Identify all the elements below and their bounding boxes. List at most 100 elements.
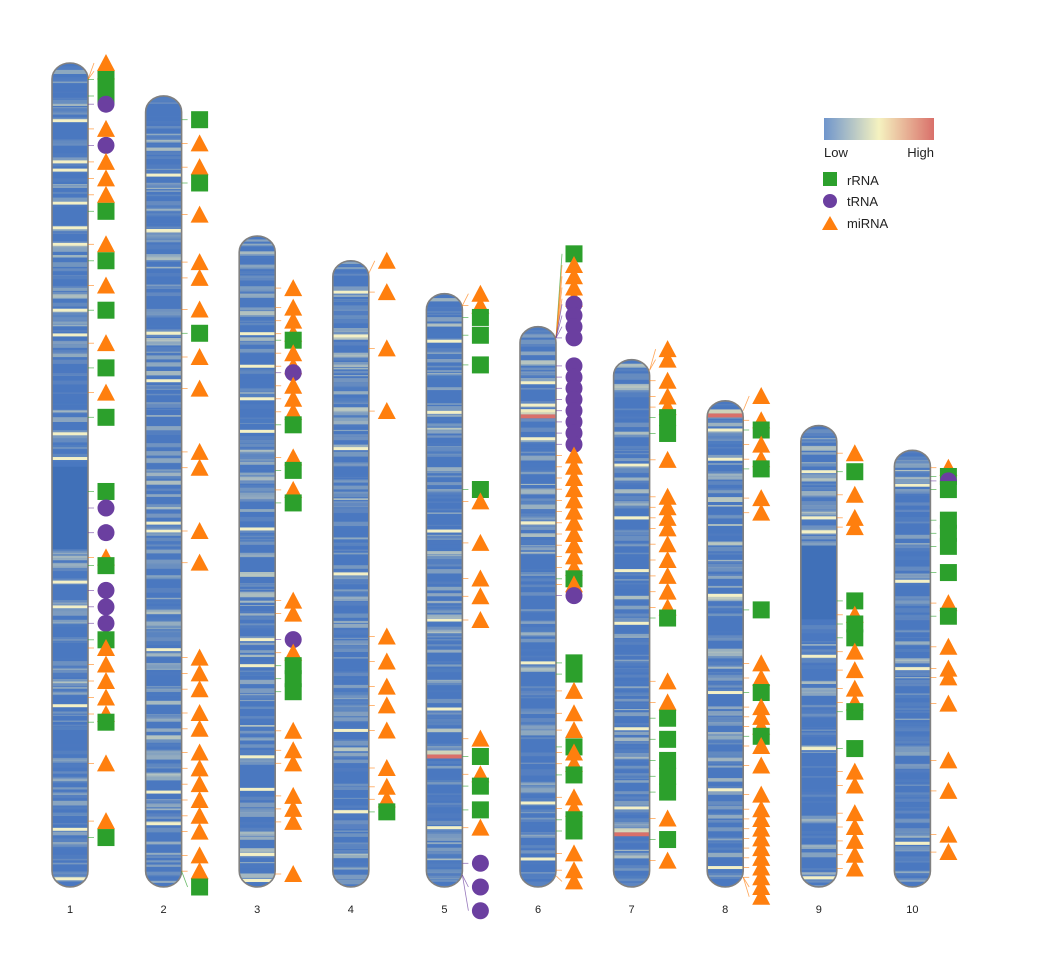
density-band [520,696,556,699]
density-band [145,766,182,769]
density-band [239,750,276,755]
mirna-marker-icon [377,627,396,645]
density-band [332,795,369,799]
rrna-marker-icon [284,331,302,349]
density-band [52,859,88,865]
mirna-marker-icon [658,519,677,537]
density-band [145,169,182,172]
density-band [707,676,744,678]
density-band [707,616,744,618]
density-band [332,648,369,652]
mirna-marker-icon [97,639,115,657]
density-band [426,863,463,868]
density-band [520,718,556,723]
density-band [426,698,463,704]
density-band [613,458,650,462]
density-band [520,845,556,849]
mirna-marker-icon [471,569,490,587]
density-band [145,285,182,289]
density-band [707,585,744,588]
density-band [145,686,182,689]
mirna-marker-icon [190,703,209,721]
density-band [707,847,744,852]
density-band [613,392,650,398]
density-band [239,836,276,840]
density-band [145,233,182,235]
density-band [426,609,463,611]
density-band [800,532,837,535]
density-band [520,687,556,690]
density-band [239,499,276,501]
trna-marker-icon [565,329,583,347]
high-density-band [520,381,556,385]
density-band [520,862,556,865]
density-band [520,730,556,736]
density-band [800,868,837,871]
mirna-marker-icon [190,300,209,318]
density-band [239,443,276,447]
density-band [52,324,88,326]
rrna-marker-icon [471,356,489,374]
density-band [145,792,182,798]
density-band [426,535,463,539]
high-density-band [613,569,650,573]
density-band [145,480,182,485]
density-band [239,844,276,847]
density-band [239,572,276,576]
mirna-marker-icon [190,205,209,223]
mirna-marker-icon [284,591,303,609]
density-band [894,489,931,491]
density-band [239,725,276,727]
high-density-band [239,364,276,368]
density-band [239,241,276,244]
density-band [520,331,556,334]
trna-marker-icon [471,854,489,872]
density-band [52,686,88,689]
density-band [520,835,556,838]
density-band [239,679,276,685]
density-band [145,735,182,740]
legend-item-mirna: miRNA [822,216,888,231]
density-band [52,560,88,563]
density-band [894,726,931,731]
density-band [332,479,369,481]
mirna-marker-icon [190,553,209,571]
high-density-band [894,579,931,583]
density-band [332,596,369,602]
density-band [613,775,650,778]
density-band [613,555,650,558]
mirna-marker-icon [565,788,583,806]
density-band [613,865,650,869]
density-band [613,579,650,581]
density-band [145,728,182,732]
density-band [426,847,463,852]
density-band [800,680,837,682]
density-band [613,654,650,657]
density-band [426,359,463,363]
density-band [332,843,369,849]
density-band [707,739,744,744]
rrna-marker-icon [939,524,957,542]
density-band [145,863,182,865]
density-band [332,508,369,513]
mirna-marker-icon [377,283,396,301]
density-band [613,758,650,762]
density-band [520,451,556,453]
density-band [520,871,556,877]
mirna-marker-icon [97,119,115,137]
density-band [52,195,88,198]
chromosome-5: 5 [425,284,490,920]
mirna-marker-icon [752,887,771,905]
chromosomes-layer: 1 2 3 4 5 6 7 8 9 10 [51,54,958,920]
density-band [239,352,276,354]
density-band [52,197,88,202]
density-band [332,485,369,490]
density-band [520,798,556,802]
density-band [707,574,744,576]
density-band [426,562,463,567]
rrna-marker-icon [565,665,583,683]
mirna-marker-icon [565,457,583,475]
mirna-marker-icon [471,492,490,510]
density-band [894,844,931,846]
rrna-marker-icon [565,822,583,840]
